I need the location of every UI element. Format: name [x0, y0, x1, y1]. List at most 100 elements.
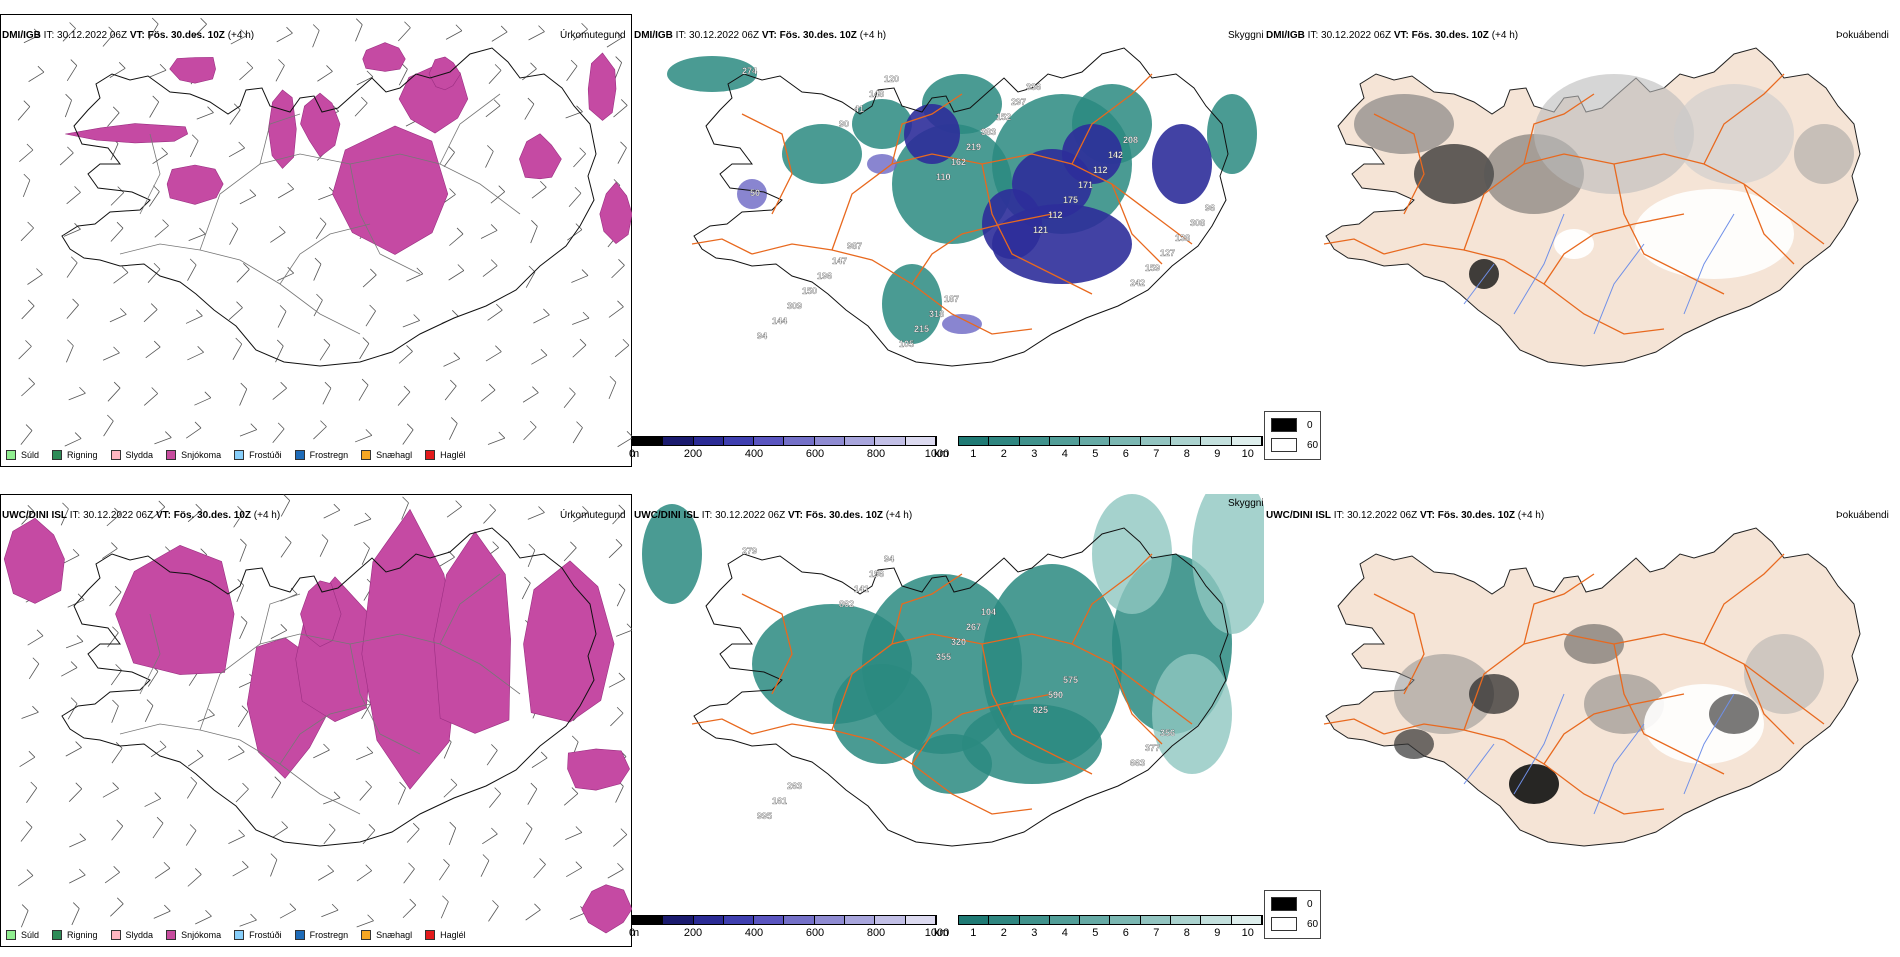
legend-item: Frostregn: [294, 450, 348, 460]
wind-barb: [485, 345, 502, 362]
cloud-base-label: 96: [1205, 203, 1215, 213]
wind-barb: [354, 429, 373, 443]
legend-swatch: [52, 930, 63, 940]
fog-patch: [1469, 259, 1499, 289]
fog-patch: [1709, 694, 1759, 734]
field-patch: [1062, 124, 1122, 184]
cloud-base-label: 147: [832, 256, 847, 266]
road: [691, 718, 753, 735]
scale-tick-label: 10: [1241, 448, 1254, 460]
legend-label: Slydda: [125, 450, 154, 460]
wind-barb: [148, 185, 160, 207]
fog-index-map-dmi: DMI/IGB IT: 30.12.2022 06Z VT: Fös. 30.d…: [1264, 14, 1896, 477]
scale-swatch: [1201, 437, 1232, 445]
road: [741, 113, 793, 215]
fog-patch: [1534, 74, 1694, 194]
scale-swatch: [1110, 437, 1141, 445]
visibility-map-canvas: 279 862 355 825 663 995 141 320 590 377 161 196 267 5…: [642, 494, 1264, 847]
legend-swatch: [234, 930, 245, 940]
scale-swatch: [1080, 437, 1111, 445]
scale-tick-label: 3: [1031, 927, 1038, 939]
wind-barb: [228, 829, 245, 845]
wind-barb: [612, 504, 626, 525]
visibility-fields: [667, 56, 1257, 344]
scale-tick-label: 0: [628, 448, 636, 460]
wind-barb: [356, 914, 374, 928]
wind-barb: [65, 741, 82, 757]
legend-swatch: [361, 930, 372, 940]
snow-area: [115, 544, 235, 675]
wind-barb: [228, 141, 245, 158]
wind-barb: [28, 657, 40, 680]
run-header: UWC/DINI ISL IT: 30.12.2022 06Z VT: Fös.…: [1266, 510, 1545, 521]
cloud-base-label: 309: [787, 301, 802, 311]
legend-item: Slydda: [110, 930, 153, 940]
road: [751, 243, 1033, 335]
wind-barb: [187, 258, 197, 281]
scale-swatch: [693, 916, 724, 924]
legend-item: Súld: [6, 930, 39, 940]
scale-swatch: [633, 916, 664, 924]
road: [1743, 183, 1795, 265]
scale-swatch: [1049, 916, 1081, 924]
wind-barb: [443, 146, 455, 168]
wind-barb: [563, 787, 579, 806]
river: [1463, 263, 1495, 305]
cloud-base-label: 320: [951, 637, 966, 647]
snow-area: [581, 884, 632, 934]
field-patch: [882, 264, 942, 344]
wind-barb: [68, 386, 86, 401]
scale-swatch: [1231, 437, 1262, 445]
scale-tick-label: 0: [628, 927, 636, 939]
fog-shading: [1354, 74, 1854, 289]
field-patch: [1207, 94, 1257, 174]
scale-tick-label: 7: [1153, 448, 1160, 460]
wind-barb: [313, 743, 330, 759]
wind-barb: [403, 862, 415, 884]
cloud-base-label: 383: [981, 127, 996, 137]
wind-barb: [28, 65, 45, 82]
wind-barb: [566, 59, 578, 81]
scale-swatch: [723, 437, 755, 445]
cloud-base-label: 274: [742, 66, 757, 76]
legend-label: Snjókoma: [181, 930, 222, 940]
wind-barb: [354, 512, 372, 526]
wind-barb: [229, 103, 241, 125]
legend-swatch: [6, 450, 16, 460]
legend-item: Frostúði: [234, 930, 282, 940]
fog-key-label: 60: [1307, 918, 1319, 930]
wind-barb: [66, 298, 79, 319]
cloud-base-label: 127: [1160, 248, 1175, 258]
wind-barb: [480, 383, 496, 402]
fog-index-map-uwc: UWC/DINI ISL IT: 30.12.2022 06Z VT: Fös.…: [1264, 494, 1896, 957]
fog-patch: [1469, 674, 1519, 714]
cloud-base-label: 142: [1108, 150, 1123, 160]
wind-barb: [17, 100, 31, 121]
road: [741, 593, 793, 695]
wind-barb: [102, 542, 118, 559]
road: [1111, 183, 1163, 265]
wind-barb: [319, 338, 331, 361]
field-patch: [867, 154, 897, 174]
wind-barb: [527, 506, 545, 520]
scale-tick-label: 1: [970, 448, 977, 460]
fog-key-row: 60: [1271, 917, 1318, 931]
wind-barb: [19, 750, 36, 768]
wind-barb: [272, 381, 287, 400]
scale-tick-label: 2: [1000, 927, 1007, 939]
wind-barb: [187, 503, 203, 523]
cloud-base-label: 50: [750, 188, 760, 198]
snow-area: [587, 52, 617, 121]
wind-barb: [152, 816, 164, 839]
wind-barb: [572, 338, 587, 358]
road: [1373, 113, 1425, 215]
scale-tick-label: 1000: [924, 448, 950, 460]
visibility-scale: km 1 2 3 4 5 6 7 8 9 10: [934, 915, 1263, 945]
scale-tick-label: 200: [683, 927, 703, 939]
cloud-base-label: 121: [1033, 225, 1048, 235]
cloud-base-unit: m: [630, 927, 640, 939]
wind-barb: [487, 303, 503, 321]
snow-area: [433, 531, 511, 734]
wind-barb: [185, 421, 202, 439]
fog-key-label: 60: [1307, 439, 1319, 451]
